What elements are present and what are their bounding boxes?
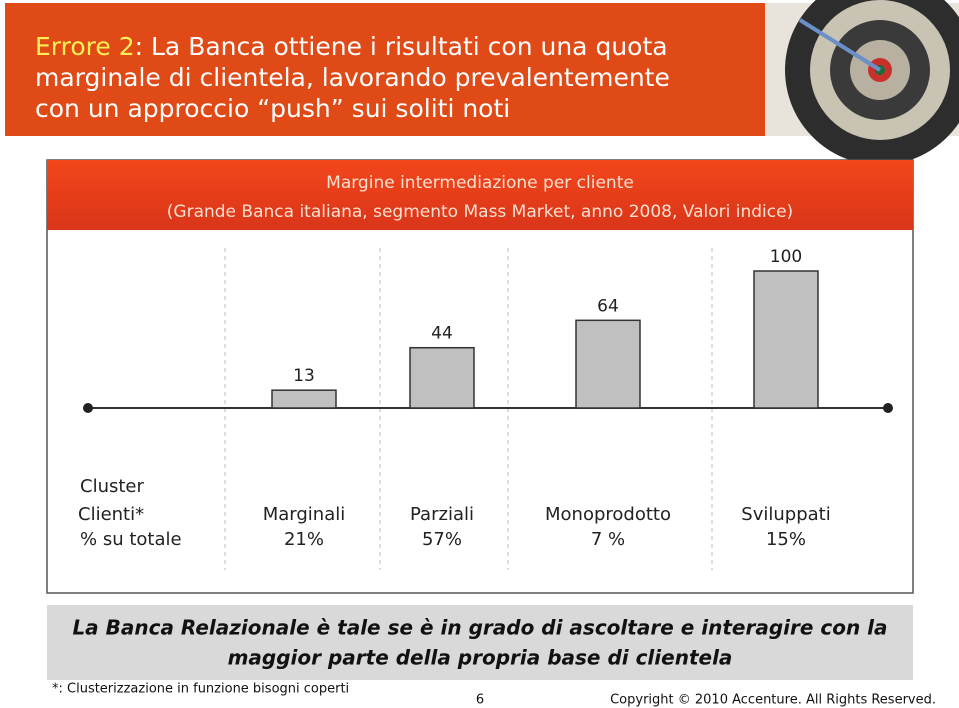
- share-value: 57%: [422, 529, 462, 550]
- share-value: 15%: [766, 529, 806, 550]
- bar: [271, 389, 337, 409]
- callout-box: [47, 605, 913, 680]
- callout-text: maggior parte della propria base di clie…: [228, 646, 733, 670]
- slide-title: Errore 2: La Banca ottiene i risultati c…: [35, 32, 670, 123]
- value-label: 13: [293, 366, 315, 386]
- value-label: 100: [770, 247, 802, 267]
- title-line: marginale di clientela, lavorando preval…: [35, 63, 670, 92]
- title-highlight: Errore 2: [35, 32, 135, 61]
- category-label: Marginali: [263, 504, 346, 525]
- category-label: Parziali: [410, 504, 474, 525]
- chart-subtitle: (Grande Banca italiana, segmento Mass Ma…: [167, 202, 793, 222]
- bar: [575, 319, 641, 409]
- baseline-dot: [83, 403, 93, 413]
- row-label: Cluster: [80, 476, 144, 497]
- footnote: *: Clusterizzazione in funzione bisogni …: [52, 682, 349, 697]
- category-label: Monoprodotto: [545, 504, 671, 525]
- title-band: [5, 3, 765, 136]
- chart-header: [47, 160, 913, 230]
- value-label: 64: [597, 296, 619, 316]
- share-label: % su totale: [80, 529, 182, 550]
- callout-text: La Banca Relazionale è tale se è in grad…: [72, 616, 887, 640]
- copyright: Copyright © 2010 Accenture. All Rights R…: [610, 693, 936, 708]
- chart-title: Margine intermediazione per cliente: [326, 173, 634, 193]
- dartboard-image: [765, 0, 959, 165]
- value-label: 44: [431, 324, 453, 344]
- category-label: Sviluppati: [741, 504, 830, 525]
- share-value: 7 %: [591, 529, 625, 550]
- bar: [409, 346, 475, 409]
- page-number: 6: [476, 693, 484, 708]
- bar: [753, 270, 819, 409]
- title-line: : La Banca ottiene i risultati con una q…: [135, 32, 668, 61]
- baseline-dot: [883, 403, 893, 413]
- share-value: 21%: [284, 529, 324, 550]
- row-label: Clienti*: [78, 504, 144, 525]
- title-line: con un approccio “push” sui soliti noti: [35, 94, 510, 123]
